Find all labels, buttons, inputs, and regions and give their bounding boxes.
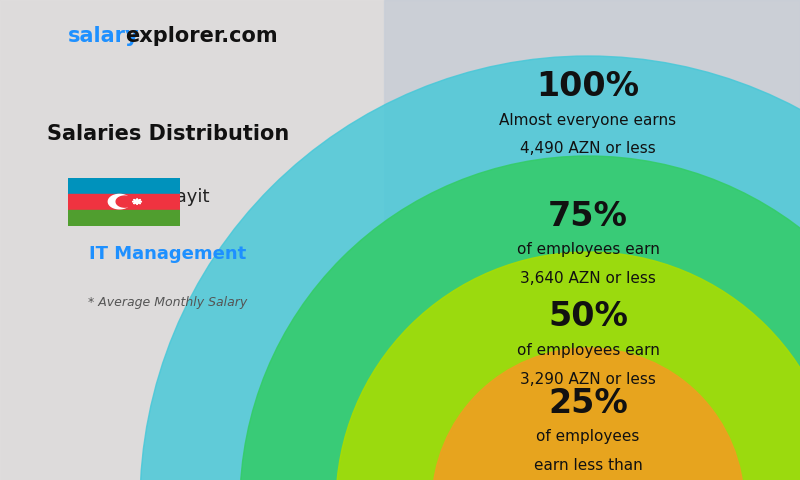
Text: of employees: of employees (536, 429, 640, 444)
Text: 3,640 AZN or less: 3,640 AZN or less (520, 271, 656, 286)
Bar (68, 210, 180, 226)
Ellipse shape (240, 156, 800, 480)
Text: 3,290 AZN or less: 3,290 AZN or less (520, 372, 656, 387)
Ellipse shape (140, 56, 800, 480)
Bar (68, 178, 180, 193)
Polygon shape (132, 199, 142, 205)
Text: salary: salary (68, 26, 140, 47)
Bar (0, 0, 384, 480)
Polygon shape (116, 196, 134, 207)
Ellipse shape (432, 348, 744, 480)
Text: 50%: 50% (548, 300, 628, 333)
Text: of employees earn: of employees earn (517, 343, 659, 358)
Text: Almost everyone earns: Almost everyone earns (499, 112, 677, 128)
Text: 4,490 AZN or less: 4,490 AZN or less (520, 141, 656, 156)
Text: 25%: 25% (548, 387, 628, 420)
Text: 100%: 100% (537, 70, 639, 103)
Text: Salaries Distribution: Salaries Distribution (47, 124, 289, 144)
Text: 75%: 75% (548, 200, 628, 232)
Text: IT Management: IT Management (90, 245, 246, 264)
Text: of employees earn: of employees earn (517, 242, 659, 257)
Text: * Average Monthly Salary: * Average Monthly Salary (88, 296, 248, 309)
Text: explorer.com: explorer.com (126, 26, 278, 47)
Bar (68, 193, 180, 210)
Polygon shape (108, 194, 130, 209)
Text: Sumqayit: Sumqayit (126, 188, 210, 206)
Text: earn less than: earn less than (534, 458, 642, 473)
Ellipse shape (336, 252, 800, 480)
Bar (384, 0, 800, 480)
